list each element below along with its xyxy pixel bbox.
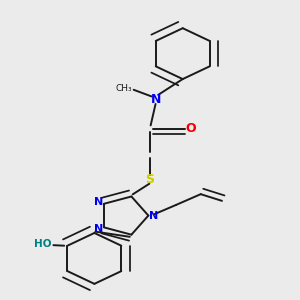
Text: N: N bbox=[94, 224, 104, 234]
Text: CH₃: CH₃ bbox=[116, 84, 132, 93]
Text: S: S bbox=[146, 173, 154, 186]
Text: HO: HO bbox=[34, 239, 52, 249]
Text: N: N bbox=[94, 197, 104, 207]
Text: O: O bbox=[186, 122, 196, 135]
Text: N: N bbox=[152, 93, 162, 106]
Text: N: N bbox=[148, 211, 158, 220]
